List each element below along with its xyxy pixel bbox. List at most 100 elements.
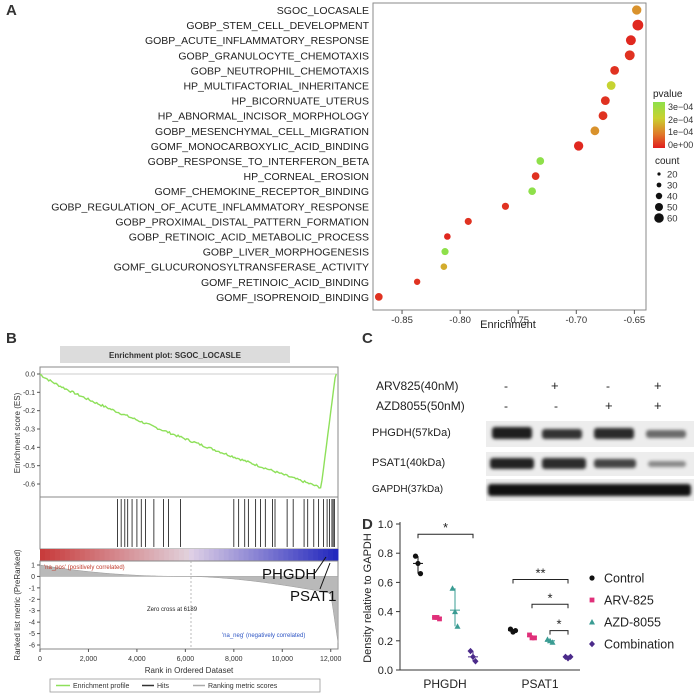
gene-label-psat1: PSAT1: [290, 588, 336, 605]
term-label: GOBP_REGULATION_OF_ACUTE_INFLAMMATORY_RE…: [51, 201, 369, 213]
legend-hits-label: Hits: [157, 683, 170, 690]
treatment-sign: +: [654, 398, 662, 413]
ranking-metric-area: [39, 564, 339, 643]
term-label: GOMF_GLUCURONOSYLTRANSFERASE_ACTIVITY: [114, 262, 369, 274]
treatment-sign: +: [654, 378, 662, 393]
rank-color-cell: [233, 549, 240, 561]
pvalue-tick: 0e+00: [668, 140, 693, 150]
rank-color-cell: [54, 549, 61, 561]
rank-color-cell: [318, 549, 324, 561]
d-legend-label: Control: [604, 572, 644, 586]
term-dot: [444, 233, 451, 240]
metric-y-tick-label: -3: [29, 608, 35, 615]
d-point: [432, 615, 437, 620]
rank-color-cell: [283, 549, 289, 561]
term-label: GOMF_MONOCARBOXYLIC_ACID_BINDING: [151, 141, 369, 153]
legend-ranking-label: Ranking metric scores: [208, 683, 278, 690]
term-label: GOBP_ACUTE_INFLAMMATORY_RESPONSE: [145, 35, 369, 47]
pvalue-tick: 3e−04: [668, 102, 693, 112]
metric-y-label: Ranked list metric (PreRanked): [13, 549, 22, 660]
rank-color-cell: [124, 549, 130, 561]
band-psat1-1: [490, 458, 534, 469]
d-y-tick-label: 0.6: [378, 577, 393, 589]
count-legend-dot: [656, 182, 662, 188]
rank-x-tick-label: 4,000: [128, 656, 146, 663]
metric-y-tick-label: -5: [29, 631, 35, 638]
rank-color-cell: [114, 549, 120, 561]
pvalue-tick: 2e−04: [668, 115, 693, 125]
gene-pointer-phgdh: [314, 556, 327, 574]
rank-color-cell: [238, 549, 245, 561]
rank-color-cell: [164, 549, 170, 561]
term-dot: [464, 217, 472, 225]
rank-color-cell: [109, 549, 115, 561]
rank-color-cell: [64, 549, 71, 561]
rank-color-cell: [333, 549, 339, 561]
density-chart: 0.0 0.2 0.4 0.6 0.8 1.0 PHGDH PSAT1 Density rel…: [362, 519, 674, 691]
d-point: [512, 627, 519, 634]
treatment-label-arv825: ARV825(40nM): [376, 379, 459, 393]
x-tick-label: -0.80: [449, 315, 471, 326]
d-sig-bracket: [531, 603, 569, 609]
count-legend-title: count: [655, 156, 680, 167]
pvalue-colorbar: [653, 102, 665, 148]
metric-y-tick-label: 0: [31, 574, 35, 581]
d-point: [437, 616, 442, 622]
band-label-psat1: PSAT1(40kDa): [372, 457, 446, 469]
rank-color-cell: [149, 549, 155, 561]
d-sig-label: *: [443, 520, 448, 535]
band-label-gapdh: GAPDH(37kDa): [372, 484, 444, 495]
rank-color-cell: [288, 549, 294, 561]
treatment-sign: +: [551, 378, 559, 393]
rank-color-cell: [84, 549, 91, 561]
rank-color-cell: [44, 549, 51, 561]
term-dot: [624, 50, 635, 61]
band-gapdh: [488, 484, 691, 496]
rank-color-cell: [273, 549, 279, 561]
term-label: HP_CORNEAL_EROSION: [244, 171, 369, 183]
x-tick-label: -0.75: [507, 315, 529, 326]
d-point: [467, 647, 474, 655]
d-point: [589, 575, 595, 581]
term-dot: [374, 293, 383, 301]
rank-color-cell: [218, 549, 225, 561]
gene-pointer-psat1: [319, 562, 331, 590]
metric-y-tick-label: -6: [29, 643, 35, 650]
count-legend-dot: [655, 203, 663, 211]
rank-color-cell: [154, 549, 160, 561]
term-label: GOMF_ISOPRENOID_BINDING: [216, 292, 369, 304]
term-label: GOBP_RESPONSE_TO_INTERFERON_BETA: [148, 156, 369, 168]
rank-color-cell: [248, 549, 255, 561]
hits-frame: [39, 496, 339, 550]
d-legend-label: AZD-8055: [604, 616, 661, 630]
term-dot: [590, 126, 600, 136]
rank-x-tick-label: 12,000: [320, 656, 342, 663]
dotplot-chart: SGOC_LOCASALE GOBP_STEM_CELL_DEVELOPMENT G…: [51, 2, 693, 330]
term-dot: [600, 96, 610, 105]
gene-label-phgdh: PHGDH: [262, 566, 316, 583]
rank-color-cell: [208, 549, 215, 561]
blot-membrane-phgdh: [486, 421, 694, 447]
count-legend-dot: [657, 172, 661, 176]
treatment-sign: -: [504, 379, 508, 393]
rank-color-cell: [119, 549, 125, 561]
count-legend-dot: [654, 213, 664, 223]
pos-corr-label: 'na_pos' (positively correlated): [44, 565, 125, 571]
d-legend-label: Combination: [604, 638, 674, 652]
term-label: SGOC_LOCASALE: [277, 5, 369, 17]
term-label: GOBP_STEM_CELL_DEVELOPMENT: [186, 20, 369, 32]
rank-color-cell: [74, 549, 81, 561]
density-y-label: Density relative to GAPDH: [362, 533, 374, 663]
gsea-title-bar: [60, 346, 290, 363]
rank-x-tick-label: 0: [38, 656, 42, 663]
rank-color-cell: [59, 549, 66, 561]
d-sig-bracket: [512, 578, 569, 584]
rank-color-cell: [293, 549, 299, 561]
term-dot: [606, 81, 616, 90]
gsea-title: Enrichment plot: SGOC_LOCASLE: [109, 351, 242, 360]
d-point: [452, 608, 458, 615]
term-label: GOBP_MESENCHYMAL_CELL_MIGRATION: [155, 126, 369, 138]
rank-color-cell: [188, 549, 195, 561]
term-label: HP_BICORNUATE_UTERUS: [232, 96, 370, 108]
count-legend-label: 30: [667, 181, 678, 192]
